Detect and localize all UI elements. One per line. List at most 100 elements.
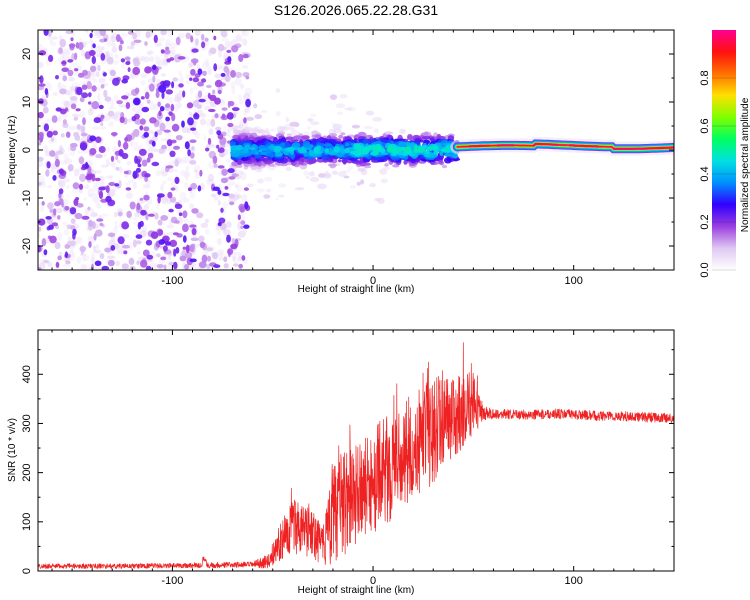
spectrogram-blob <box>166 139 173 147</box>
spectrogram-blob <box>201 33 205 41</box>
spectrogram-blob <box>189 224 197 228</box>
spectrogram-blob <box>182 197 190 203</box>
spectrogram-blob <box>87 188 95 197</box>
spectrogram-blob <box>204 37 209 42</box>
spectrogram-blob <box>417 145 423 149</box>
spectrogram-blob <box>234 71 243 79</box>
spectrogram-blob <box>226 128 231 138</box>
spectrogram-blob <box>98 146 106 153</box>
spectrogram-blob <box>213 35 217 41</box>
spectrogram-blob <box>111 146 118 153</box>
spectrogram-blob <box>187 117 194 126</box>
spectrogram-blob <box>140 55 145 62</box>
spectrogram-blob <box>91 140 97 148</box>
spectrogram-blob <box>52 36 58 40</box>
spectrogram-blob <box>127 30 134 35</box>
spectrogram-blob <box>275 110 281 117</box>
spectrogram-blob <box>197 185 202 192</box>
spectrogram-blob <box>221 113 226 119</box>
spectrogram-blob <box>100 181 105 185</box>
spectrogram-blob <box>154 212 159 220</box>
spectrogram-blob <box>114 212 118 218</box>
spectrogram-blob <box>85 40 91 45</box>
spectrogram-blob <box>160 256 167 261</box>
spectrogram-blob <box>227 56 232 63</box>
spectrogram-blob <box>97 93 101 101</box>
spectrogram-blob <box>401 146 406 152</box>
spectrogram-blob <box>349 150 357 155</box>
snr-ticks: -100 0 100 0 100 200 300 400 <box>21 330 675 587</box>
spectrogram-blob <box>177 56 186 60</box>
spectrogram-blob <box>54 153 59 161</box>
spectrogram-blob <box>214 113 219 119</box>
spectrogram-blob <box>125 61 131 66</box>
spectrogram-blob <box>75 108 81 112</box>
spectrogram-blob <box>248 147 256 150</box>
spectrogram-blob <box>405 146 412 152</box>
spectrogram-blob <box>230 243 238 250</box>
spectrogram-blob <box>98 104 104 110</box>
spectrogram-blob <box>78 72 85 78</box>
spectrogram-blob <box>168 111 173 116</box>
spectrogram-blob <box>96 203 102 209</box>
spectrogram-blob <box>114 53 119 60</box>
spectrogram-blob <box>114 220 118 226</box>
spectrogram-blob <box>127 242 133 251</box>
spectrogram-blob <box>271 141 280 145</box>
spectrogram-blob <box>130 141 134 147</box>
spectrogram-blob <box>166 177 173 182</box>
spectrogram-blob <box>86 81 92 90</box>
spectrogram-blob <box>386 146 393 153</box>
spectrogram-blob <box>217 222 222 227</box>
spectrogram-blob <box>189 258 197 263</box>
spectrogram-blob <box>255 167 263 173</box>
spectrogram-blob <box>197 81 204 87</box>
spectrogram-blob <box>171 139 177 144</box>
spectrogram-blob <box>72 228 77 236</box>
spectrogram-blob <box>275 88 281 93</box>
spectrogram-blob <box>309 121 320 126</box>
snr-xlabel: Height of straight line (km) <box>298 585 415 596</box>
spectrogram-blob <box>192 77 200 83</box>
spectrogram-blob <box>71 53 75 62</box>
spectrogram-blob <box>175 135 183 141</box>
spectrogram-blob <box>214 79 223 88</box>
spectrogram-blob <box>88 49 96 57</box>
spectrogram-blob <box>105 195 112 203</box>
spectrogram-blob <box>291 142 301 150</box>
spectrogram-blob <box>105 158 110 167</box>
spectrogram-blob <box>161 197 168 205</box>
spectrogram-blob <box>123 141 129 150</box>
spectrogram-blob <box>369 183 376 188</box>
spectrogram-blob <box>220 31 228 38</box>
spectrogram-blob <box>309 171 314 176</box>
spectrogram-blob <box>140 96 145 100</box>
spectrogram-blob <box>203 95 208 101</box>
spectrogram-blob <box>189 77 193 81</box>
spectrogram-blob <box>38 267 42 270</box>
spectrogram-blob <box>49 235 57 244</box>
spectrogram-blob <box>38 131 44 137</box>
spectrogram-blob <box>152 75 156 83</box>
spectrogram-blob <box>41 238 47 247</box>
spectrogram-blob <box>338 159 342 163</box>
spectrogram-blob <box>93 117 102 124</box>
spectrogram-blob <box>146 254 154 260</box>
spectrogram-blob <box>100 84 105 89</box>
spectrogram-blob <box>70 218 76 224</box>
spectrogram-blob <box>356 144 361 151</box>
spectrogram-blob <box>182 155 190 164</box>
spectrogram-blob <box>135 167 141 173</box>
spectrogram-blob <box>107 106 116 110</box>
spectrogram-blob <box>168 208 174 213</box>
spectrogram-blob <box>241 255 246 261</box>
spectrogram-blob <box>191 48 199 53</box>
spectrogram-blob <box>160 215 169 221</box>
spectrogram-blob <box>158 239 166 245</box>
spectrogram-blob <box>207 137 212 145</box>
spectrogram-blob <box>64 158 73 164</box>
spectrogram-blob <box>306 147 312 150</box>
spectrogram-blob <box>96 218 104 222</box>
spectrogram-blob <box>74 212 83 220</box>
spectrogram-blob <box>245 75 250 80</box>
